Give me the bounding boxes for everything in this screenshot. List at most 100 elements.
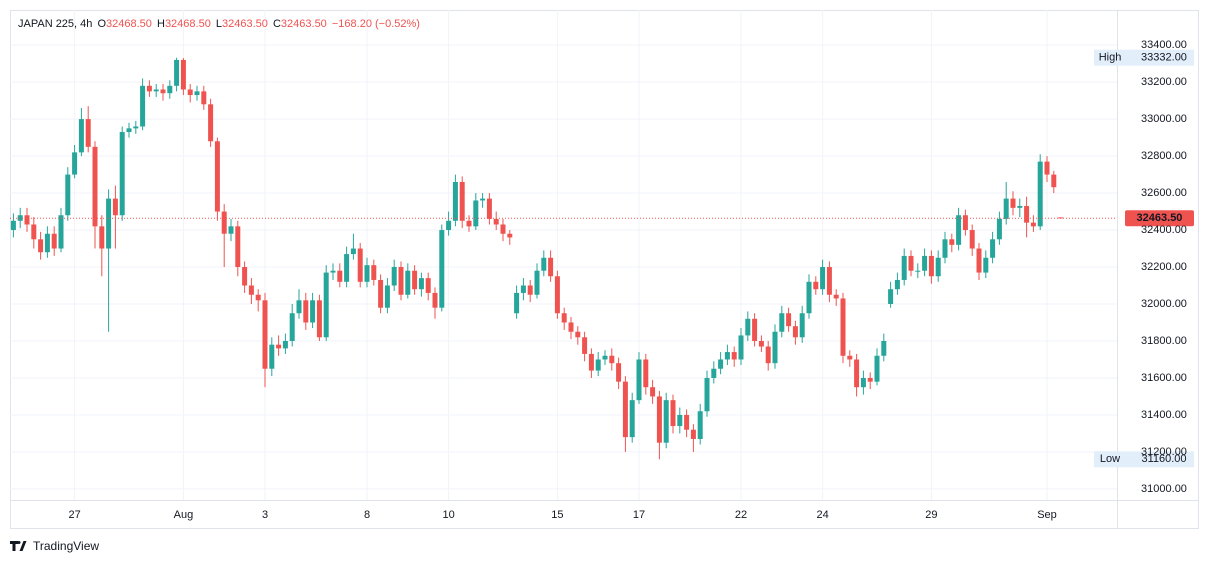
candle-body [262,300,268,369]
candle-body [942,239,948,258]
brand-logo [10,541,27,551]
candle-body [92,146,98,227]
candle-body [500,224,506,234]
candle-body [745,318,751,336]
candle-body [718,359,724,369]
y-tick-label: 31200.00 [1141,446,1187,458]
overlay: 32463.50 High 33332.00 Low 31160.00 [10,49,1194,468]
open-value: 32468.50 [106,18,152,30]
y-tick-label: 31600.00 [1141,372,1187,384]
high-value: 32468.50 [165,18,211,30]
candle-body [493,218,499,225]
candle-body [323,272,329,338]
candle-body [765,346,771,364]
candle-body [731,352,737,360]
y-tick-label: 31400.00 [1141,409,1187,421]
candle-body [820,267,826,290]
close-key: C [273,18,281,30]
candle-body [561,313,567,323]
candle-body [378,279,384,308]
candle-body [418,278,424,290]
candle-body [248,285,254,295]
open-key: O [97,18,106,30]
header: JAPAN 225, 4h O32468.50 H32468.50 L32463… [18,18,420,30]
candle-body [384,285,390,308]
candle-body [874,355,880,382]
candle-body [269,344,275,369]
candle-body [690,429,696,439]
x-tick-label: 17 [633,509,645,521]
candle-body [534,270,540,295]
high-key: H [157,18,165,30]
candle-body [588,353,594,371]
candle-body [126,128,132,133]
candle-body [330,270,336,273]
candle-body [412,270,418,290]
symbol: JAPAN 225, 4h [18,18,92,30]
candle-body [473,200,479,227]
candle-body [310,300,316,323]
brand: TradingView [33,539,99,553]
candle-body [65,174,71,216]
candle-body [915,270,921,272]
candle-body [296,300,302,314]
candle-body [1051,174,1057,188]
candle-body [459,181,465,221]
candle-body [990,239,996,258]
candle-body [337,270,343,282]
candle-body [996,218,1002,240]
candle-body [949,239,955,245]
x-tick-label: 8 [364,509,370,521]
candle-body [201,91,207,105]
candle-body [214,141,220,212]
candle-body [167,85,173,94]
x-tick-label: 29 [925,509,937,521]
candle-body [194,91,200,96]
candle-body [962,215,968,231]
candle-body [221,211,227,234]
candle-body [140,85,146,127]
candle-body [282,340,288,349]
candle-body [119,132,125,216]
candle-body [24,215,30,225]
low-marker-label: 31160.00 [1141,453,1186,465]
candle-body [684,414,690,430]
x-tick-label: 24 [816,509,828,521]
candle-body [439,230,445,308]
candle-body [527,285,533,295]
y-tick-label: 31800.00 [1141,335,1187,347]
change: −168.20 (−0.52%) [332,18,420,30]
candle-body [806,281,812,314]
candle-body [480,198,486,201]
candle-body [792,326,798,338]
candle-body [78,119,84,153]
candle-body [486,198,492,219]
candle-body [833,294,839,299]
y-tick-label: 32200.00 [1141,261,1187,273]
candle-body [1024,206,1030,223]
y-tick-label: 33000.00 [1141,113,1187,125]
candle-body [752,318,758,341]
candle-body [180,59,186,90]
candle-body [514,292,520,314]
high-marker-name: High [1099,52,1122,64]
candle-body [507,233,513,238]
candle-body [51,233,57,249]
candle-body [663,400,669,443]
candle-body [255,294,261,301]
candle-body [976,248,982,273]
candle-body [357,248,363,282]
y-tick-label: 32800.00 [1141,150,1187,162]
candle-body [520,285,526,293]
candle-body [276,344,282,349]
candle-body [1037,161,1043,227]
x-tick-label: 22 [735,509,747,521]
candle-body [17,215,23,221]
candle-body [779,313,785,332]
candle-body [72,152,78,175]
candle-body [622,381,628,438]
candle-body [854,359,860,388]
candle-body [867,377,873,382]
y-tick-label: 32600.00 [1141,187,1187,199]
